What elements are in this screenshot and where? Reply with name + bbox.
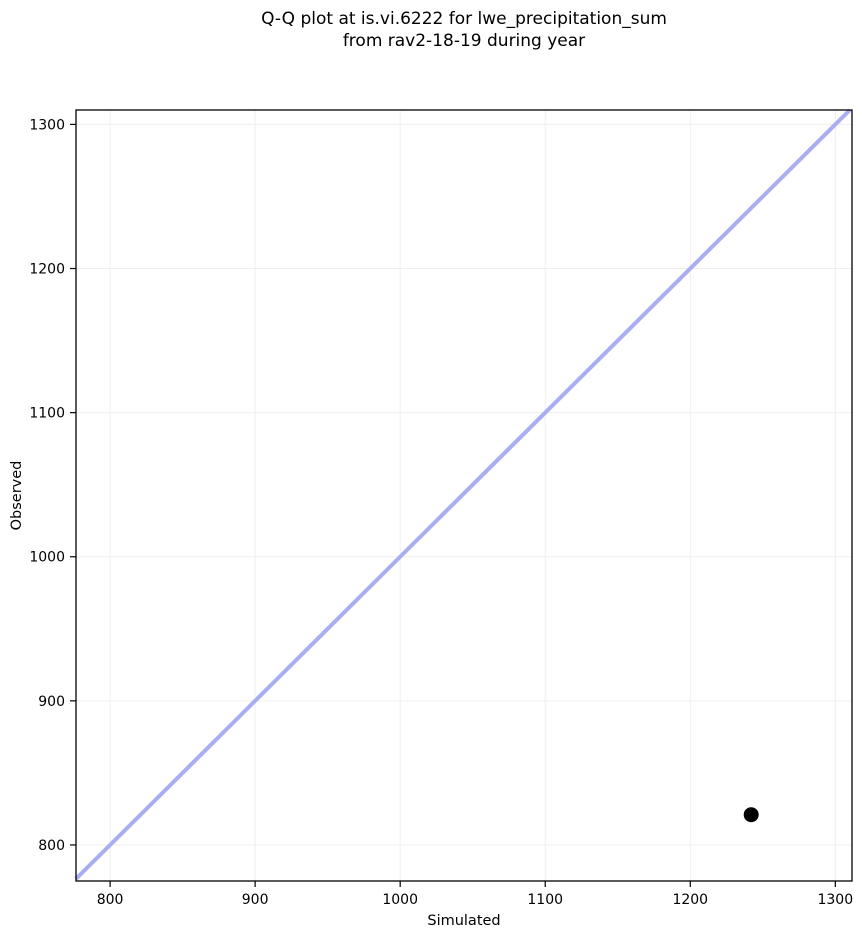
x-axis-label: Simulated (427, 913, 500, 929)
data-point (743, 807, 759, 823)
x-tick-label-1200: 1200 (672, 892, 708, 908)
y-tick-label-1000: 1000 (29, 550, 65, 566)
x-tick-label-900: 900 (242, 892, 269, 908)
axes-frame (75, 109, 853, 882)
y-axis-label: Observed (9, 461, 25, 531)
x-tick-label-800: 800 (97, 892, 124, 908)
y-tick-label-800: 800 (38, 838, 65, 854)
x-tick-label-1000: 1000 (382, 892, 418, 908)
y-tick-label-900: 900 (38, 694, 65, 710)
chart-title-line2: from rav2-18-19 during year (342, 31, 586, 51)
y-tick-label-1300: 1300 (29, 117, 65, 133)
chart-title-line1: Q-Q plot at is.vi.6222 for lwe_precipita… (261, 9, 667, 29)
y-tick-label-1200: 1200 (29, 262, 65, 278)
x-tick-label-1100: 1100 (527, 892, 563, 908)
identity-line (74, 108, 852, 881)
y-tick-label-1100: 1100 (29, 406, 65, 422)
chart-title: Q-Q plot at is.vi.6222 for lwe_precipita… (76, 8, 852, 52)
x-tick-label-1300: 1300 (817, 892, 853, 908)
